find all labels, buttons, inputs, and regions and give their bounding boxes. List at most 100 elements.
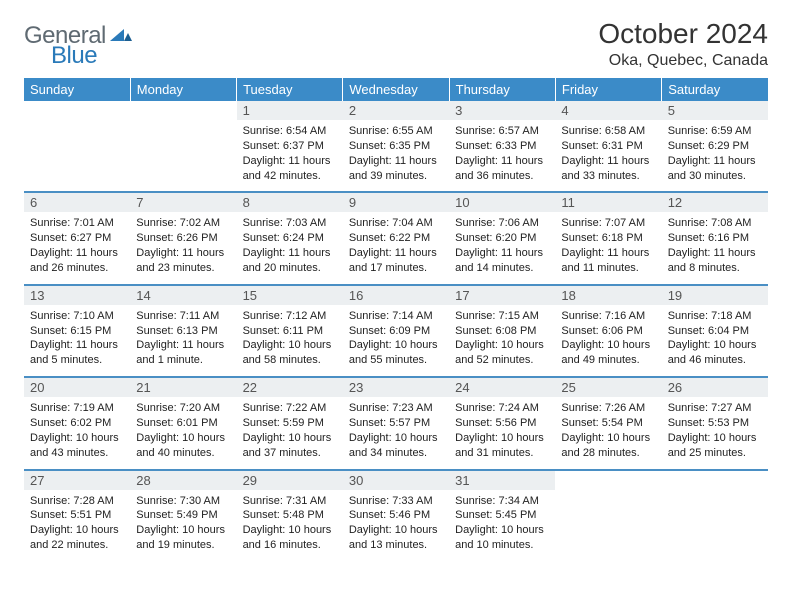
daynum-row: 20212223242526: [24, 377, 768, 397]
calendar: Sunday Monday Tuesday Wednesday Thursday…: [24, 78, 768, 561]
sunrise-line: Sunrise: 7:15 AM: [455, 309, 549, 324]
sunrise-line: Sunrise: 7:31 AM: [243, 494, 337, 509]
daylight-line: Daylight: 11 hours and 20 minutes.: [243, 246, 337, 276]
sunset-line: Sunset: 6:18 PM: [561, 231, 655, 246]
sunset-line: Sunset: 5:49 PM: [136, 508, 230, 523]
daylight-line: Daylight: 10 hours and 52 minutes.: [455, 338, 549, 368]
daylight-line: Daylight: 11 hours and 1 minute.: [136, 338, 230, 368]
daylight-line: Daylight: 10 hours and 43 minutes.: [30, 431, 124, 461]
daylight-line: Daylight: 11 hours and 30 minutes.: [668, 154, 762, 184]
sunrise-line: Sunrise: 6:59 AM: [668, 124, 762, 139]
sunset-line: Sunset: 6:11 PM: [243, 324, 337, 339]
sunrise-line: Sunrise: 7:03 AM: [243, 216, 337, 231]
sunset-line: Sunset: 6:26 PM: [136, 231, 230, 246]
daylight-line: Daylight: 11 hours and 36 minutes.: [455, 154, 549, 184]
sunset-line: Sunset: 5:54 PM: [561, 416, 655, 431]
day-content-cell: Sunrise: 7:27 AMSunset: 5:53 PMDaylight:…: [662, 397, 768, 469]
daylight-line: Daylight: 11 hours and 26 minutes.: [30, 246, 124, 276]
sunrise-line: Sunrise: 7:33 AM: [349, 494, 443, 509]
sunset-line: Sunset: 6:02 PM: [30, 416, 124, 431]
daylight-line: Daylight: 10 hours and 31 minutes.: [455, 431, 549, 461]
sunset-line: Sunset: 5:51 PM: [30, 508, 124, 523]
day-content-cell: Sunrise: 7:31 AMSunset: 5:48 PMDaylight:…: [237, 490, 343, 561]
day-number-cell: 6: [24, 192, 130, 212]
content-row: Sunrise: 7:10 AMSunset: 6:15 PMDaylight:…: [24, 305, 768, 377]
daynum-row: 6789101112: [24, 192, 768, 212]
sunrise-line: Sunrise: 7:04 AM: [349, 216, 443, 231]
day-number-cell: 25: [555, 377, 661, 397]
day-number-cell: 31: [449, 470, 555, 490]
sunrise-line: Sunrise: 6:57 AM: [455, 124, 549, 139]
day-number-cell: 4: [555, 101, 661, 120]
day-number-cell: 29: [237, 470, 343, 490]
sunset-line: Sunset: 6:01 PM: [136, 416, 230, 431]
daylight-line: Daylight: 11 hours and 8 minutes.: [668, 246, 762, 276]
day-number-cell: 5: [662, 101, 768, 120]
daylight-line: Daylight: 10 hours and 25 minutes.: [668, 431, 762, 461]
day-number-cell: 11: [555, 192, 661, 212]
day-number-cell: 9: [343, 192, 449, 212]
day-content-cell: Sunrise: 6:55 AMSunset: 6:35 PMDaylight:…: [343, 120, 449, 192]
day-number-cell: [130, 101, 236, 120]
daylight-line: Daylight: 11 hours and 39 minutes.: [349, 154, 443, 184]
sunset-line: Sunset: 6:20 PM: [455, 231, 549, 246]
sunset-line: Sunset: 6:33 PM: [455, 139, 549, 154]
sunset-line: Sunset: 6:31 PM: [561, 139, 655, 154]
daylight-line: Daylight: 11 hours and 11 minutes.: [561, 246, 655, 276]
content-row: Sunrise: 6:54 AMSunset: 6:37 PMDaylight:…: [24, 120, 768, 192]
day-number-cell: 7: [130, 192, 236, 212]
day-content-cell: Sunrise: 6:54 AMSunset: 6:37 PMDaylight:…: [237, 120, 343, 192]
sunrise-line: Sunrise: 7:14 AM: [349, 309, 443, 324]
day-content-cell: Sunrise: 7:12 AMSunset: 6:11 PMDaylight:…: [237, 305, 343, 377]
day-content-cell: Sunrise: 7:07 AMSunset: 6:18 PMDaylight:…: [555, 212, 661, 284]
day-content-cell: Sunrise: 7:15 AMSunset: 6:08 PMDaylight:…: [449, 305, 555, 377]
day-number-cell: 12: [662, 192, 768, 212]
sunrise-line: Sunrise: 7:10 AM: [30, 309, 124, 324]
day-content-cell: Sunrise: 7:22 AMSunset: 5:59 PMDaylight:…: [237, 397, 343, 469]
daynum-row: 13141516171819: [24, 285, 768, 305]
daylight-line: Daylight: 10 hours and 28 minutes.: [561, 431, 655, 461]
day-number-cell: 18: [555, 285, 661, 305]
day-content-cell: Sunrise: 7:04 AMSunset: 6:22 PMDaylight:…: [343, 212, 449, 284]
day-number-cell: 30: [343, 470, 449, 490]
daylight-line: Daylight: 11 hours and 33 minutes.: [561, 154, 655, 184]
logo-word-2: Blue: [51, 42, 97, 70]
daylight-line: Daylight: 11 hours and 14 minutes.: [455, 246, 549, 276]
content-row: Sunrise: 7:19 AMSunset: 6:02 PMDaylight:…: [24, 397, 768, 469]
sunrise-line: Sunrise: 7:07 AM: [561, 216, 655, 231]
sunset-line: Sunset: 6:29 PM: [668, 139, 762, 154]
day-number-cell: 27: [24, 470, 130, 490]
day-number-cell: [555, 470, 661, 490]
day-number-cell: 17: [449, 285, 555, 305]
day-number-cell: 19: [662, 285, 768, 305]
sunset-line: Sunset: 6:13 PM: [136, 324, 230, 339]
sunset-line: Sunset: 6:08 PM: [455, 324, 549, 339]
day-content-cell: Sunrise: 6:59 AMSunset: 6:29 PMDaylight:…: [662, 120, 768, 192]
day-number-cell: 15: [237, 285, 343, 305]
day-number-cell: 21: [130, 377, 236, 397]
sunrise-line: Sunrise: 7:26 AM: [561, 401, 655, 416]
day-number-cell: 24: [449, 377, 555, 397]
logo-mark-icon: [110, 25, 132, 41]
sunrise-line: Sunrise: 7:18 AM: [668, 309, 762, 324]
sunrise-line: Sunrise: 7:01 AM: [30, 216, 124, 231]
sunrise-line: Sunrise: 7:02 AM: [136, 216, 230, 231]
sunrise-line: Sunrise: 7:06 AM: [455, 216, 549, 231]
daylight-line: Daylight: 10 hours and 13 minutes.: [349, 523, 443, 553]
sunset-line: Sunset: 6:22 PM: [349, 231, 443, 246]
day-content-cell: Sunrise: 7:33 AMSunset: 5:46 PMDaylight:…: [343, 490, 449, 561]
day-number-cell: 20: [24, 377, 130, 397]
content-row: Sunrise: 7:28 AMSunset: 5:51 PMDaylight:…: [24, 490, 768, 561]
sunset-line: Sunset: 5:59 PM: [243, 416, 337, 431]
daynum-row: 12345: [24, 101, 768, 120]
sunset-line: Sunset: 5:45 PM: [455, 508, 549, 523]
sunset-line: Sunset: 6:24 PM: [243, 231, 337, 246]
sunrise-line: Sunrise: 7:19 AM: [30, 401, 124, 416]
day-header: Sunday: [24, 78, 130, 101]
day-content-cell: Sunrise: 7:06 AMSunset: 6:20 PMDaylight:…: [449, 212, 555, 284]
daylight-line: Daylight: 10 hours and 22 minutes.: [30, 523, 124, 553]
day-content-cell: Sunrise: 7:28 AMSunset: 5:51 PMDaylight:…: [24, 490, 130, 561]
day-content-cell: Sunrise: 7:10 AMSunset: 6:15 PMDaylight:…: [24, 305, 130, 377]
day-content-cell: Sunrise: 7:18 AMSunset: 6:04 PMDaylight:…: [662, 305, 768, 377]
day-number-cell: 28: [130, 470, 236, 490]
